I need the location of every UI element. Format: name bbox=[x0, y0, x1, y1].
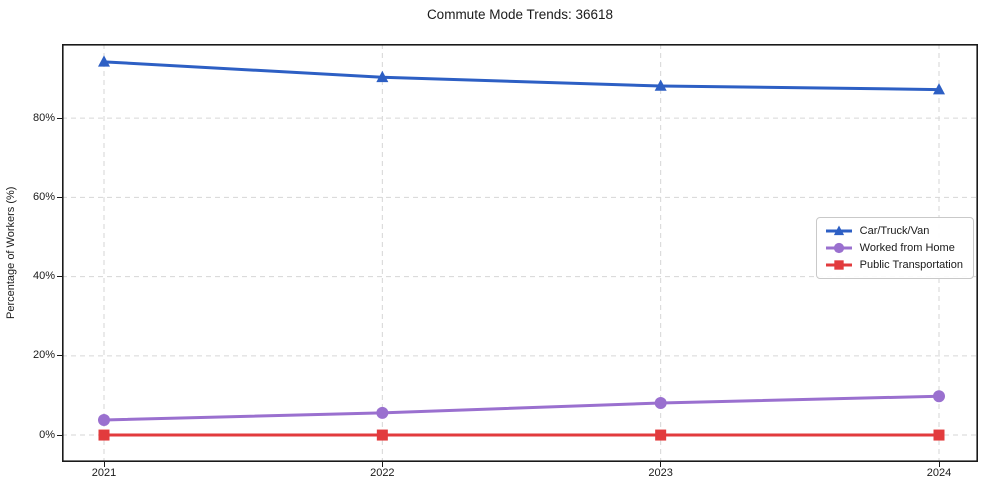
y-tick-mark bbox=[57, 355, 62, 357]
legend-label: Worked from Home bbox=[859, 242, 955, 254]
legend-square-marker-icon bbox=[825, 260, 852, 270]
x-tick-mark bbox=[938, 462, 940, 467]
x-tick-label: 2023 bbox=[648, 467, 673, 479]
y-tick-mark bbox=[57, 196, 62, 198]
y-axis-label: Percentage of Workers (%) bbox=[5, 186, 17, 320]
legend-label: Public Transportation bbox=[859, 259, 963, 271]
x-tick-mark bbox=[660, 462, 662, 467]
y-tick-mark bbox=[57, 117, 62, 119]
x-tick-label: 2021 bbox=[91, 467, 117, 479]
legend: Car/Truck/Van Worked from Home Public Tran… bbox=[815, 217, 974, 279]
legend-triangle-marker-icon bbox=[825, 225, 852, 236]
y-tick-mark bbox=[57, 434, 62, 436]
legend-item: Worked from Home bbox=[825, 241, 963, 255]
y-tick-label: 20% bbox=[32, 349, 55, 362]
y-tick-label: 60% bbox=[32, 190, 55, 203]
x-tick-mark bbox=[381, 462, 383, 467]
plot-area: Car/Truck/Van Worked from Home Public Tran… bbox=[62, 44, 978, 462]
y-tick-label: 40% bbox=[32, 270, 55, 283]
legend-label: Car/Truck/Van bbox=[859, 225, 930, 237]
y-tick-label: 0% bbox=[39, 428, 55, 441]
x-tick-mark bbox=[103, 462, 105, 467]
legend-item: Public Transportation bbox=[825, 258, 963, 272]
y-tick-mark bbox=[57, 276, 62, 278]
chart-title: Commute Mode Trends: 36618 bbox=[426, 7, 614, 22]
legend-circle-marker-icon bbox=[825, 242, 852, 254]
legend-item: Car/Truck/Van bbox=[825, 224, 963, 238]
y-tick-label: 80% bbox=[32, 111, 55, 124]
x-tick-label: 2022 bbox=[370, 467, 395, 479]
x-tick-label: 2024 bbox=[926, 467, 952, 479]
